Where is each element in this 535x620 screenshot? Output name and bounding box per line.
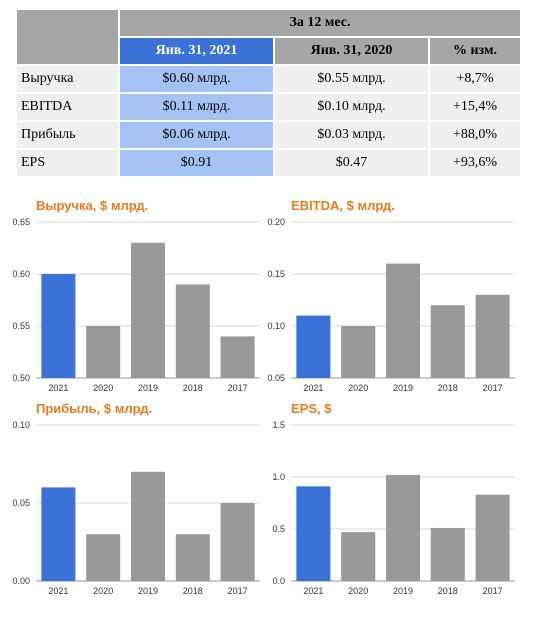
bar-2019 [385, 263, 421, 378]
y-tick-label: 1.5 [272, 420, 285, 430]
chart-svg: 0.0 0.5 1.0 1.5 2021 2020 2019 2018 2017 [272, 420, 515, 596]
bar-2021 [41, 274, 76, 378]
cell-previous: $0.47 [275, 150, 428, 176]
x-tick-label: 2020 [93, 586, 113, 596]
x-tick-label: 2019 [138, 383, 158, 393]
table-row: EBITDA $0.11 млрд. $0.10 млрд. +15,4% [17, 94, 520, 120]
y-tick-label: 0.0 [272, 576, 285, 586]
x-tick-label: 2020 [348, 586, 368, 596]
bar-2021 [41, 487, 76, 581]
x-tick-label: 2021 [48, 586, 68, 596]
cell-change: +8,7% [430, 66, 520, 92]
bar-2020 [86, 534, 121, 581]
cell-change: +88,0% [430, 122, 520, 148]
x-tick-label: 2020 [93, 383, 113, 393]
x-tick-label: 2018 [183, 383, 203, 393]
x-tick-label: 2019 [393, 383, 413, 393]
column-header-change: % изм. [430, 38, 520, 64]
x-tick-label: 2020 [348, 383, 368, 393]
bar-2017 [475, 294, 510, 378]
cell-current: $0.91 [120, 150, 273, 176]
x-tick-label: 2021 [303, 586, 323, 596]
chart-revenue: Выручка, $ млрд. 0.50 0.55 0.60 0.65 2021 202… [12, 198, 262, 398]
x-tick-label: 2017 [483, 586, 503, 596]
x-tick-label: 2018 [183, 586, 203, 596]
table-group-header-row: За 12 мес. [17, 10, 520, 64]
bar-2018 [175, 534, 210, 581]
row-label: EPS [17, 150, 118, 176]
bar-2018 [430, 527, 465, 581]
x-tick-label: 2021 [48, 383, 68, 393]
chart-ebitda: EBITDA, $ млрд. 0.05 0.10 0.15 0.20 2021 2020… [267, 198, 517, 398]
y-tick-label: 0.00 [12, 576, 30, 586]
bar-2019 [130, 471, 166, 581]
row-label: Прибыль [17, 122, 118, 148]
table-row: Прибыль $0.06 млрд. $0.03 млрд. +88,0% [17, 122, 520, 148]
column-header-previous: Янв. 31, 2020 [275, 38, 428, 64]
chart-profit: Прибыль, $ млрд. 0.00 0.05 0.10 2021 2020 201… [12, 401, 262, 601]
bar-2021 [296, 486, 331, 581]
bar-2020 [341, 326, 376, 378]
y-tick-label: 0.10 [267, 321, 285, 331]
cell-current: $0.11 млрд. [120, 94, 273, 120]
row-label: Выручка [17, 66, 118, 92]
bar-2018 [430, 305, 465, 378]
chart-eps: EPS, $ 0.0 0.5 1.0 1.5 2021 2020 2019 2018 2017 [272, 401, 517, 601]
y-tick-label: 0.5 [272, 524, 285, 534]
y-tick-label: 0.65 [12, 217, 30, 227]
y-tick-label: 0.55 [12, 321, 30, 331]
x-tick-label: 2021 [303, 383, 323, 393]
chart-svg: 0.00 0.05 0.10 2021 2020 2019 2018 2017 [12, 420, 260, 596]
chart-svg: 0.50 0.55 0.60 0.65 2021 2020 2019 2018 2017 [12, 217, 260, 393]
y-tick-label: 0.10 [12, 420, 30, 430]
cell-current: $0.60 млрд. [120, 66, 273, 92]
chart-title: Прибыль, $ млрд. [36, 401, 153, 416]
bar-2017 [220, 503, 255, 581]
cell-current: $0.06 млрд. [120, 122, 273, 148]
y-tick-label: 0.60 [12, 269, 30, 279]
bar-2019 [385, 474, 421, 581]
financials-table: За 12 мес. Янв. 31, 2021 Янв. 31, 2020 %… [15, 8, 522, 178]
y-tick-label: 0.05 [267, 373, 285, 383]
table-row: Выручка $0.60 млрд. $0.55 млрд. +8,7% [17, 66, 520, 92]
bar-2017 [475, 494, 510, 581]
chart-title: Выручка, $ млрд. [36, 198, 149, 213]
bar-2017 [220, 336, 255, 378]
y-tick-label: 0.05 [12, 498, 30, 508]
x-tick-label: 2017 [483, 383, 503, 393]
cell-change: +15,4% [430, 94, 520, 120]
table-row: EPS $0.91 $0.47 +93,6% [17, 150, 520, 176]
table-group-header: За 12 мес. [120, 10, 520, 36]
bar-2020 [86, 326, 121, 378]
x-tick-label: 2018 [438, 383, 458, 393]
chart-title: EBITDA, $ млрд. [291, 198, 395, 213]
table-column-header-row: Янв. 31, 2021 Янв. 31, 2020 % изм. [17, 38, 520, 64]
bar-2019 [130, 242, 166, 378]
chart-title: EPS, $ [291, 401, 332, 416]
x-tick-label: 2019 [138, 586, 158, 596]
y-tick-label: 0.20 [267, 217, 285, 227]
y-tick-label: 1.0 [272, 472, 285, 482]
y-tick-label: 0.15 [267, 269, 285, 279]
cell-previous: $0.03 млрд. [275, 122, 428, 148]
x-tick-label: 2017 [228, 383, 248, 393]
bar-2018 [175, 284, 210, 378]
x-tick-label: 2019 [393, 586, 413, 596]
bar-2021 [296, 315, 331, 378]
x-tick-label: 2017 [228, 586, 248, 596]
chart-svg: 0.05 0.10 0.15 0.20 2021 2020 2019 2018 2017 [267, 217, 515, 393]
x-tick-label: 2018 [438, 586, 458, 596]
row-label: EBITDA [17, 94, 118, 120]
cell-change: +93,6% [430, 150, 520, 176]
cell-previous: $0.55 млрд. [275, 66, 428, 92]
table-corner [17, 10, 118, 64]
column-header-current: Янв. 31, 2021 [120, 38, 273, 64]
y-tick-label: 0.50 [12, 373, 30, 383]
cell-previous: $0.10 млрд. [275, 94, 428, 120]
bar-2020 [341, 532, 376, 581]
